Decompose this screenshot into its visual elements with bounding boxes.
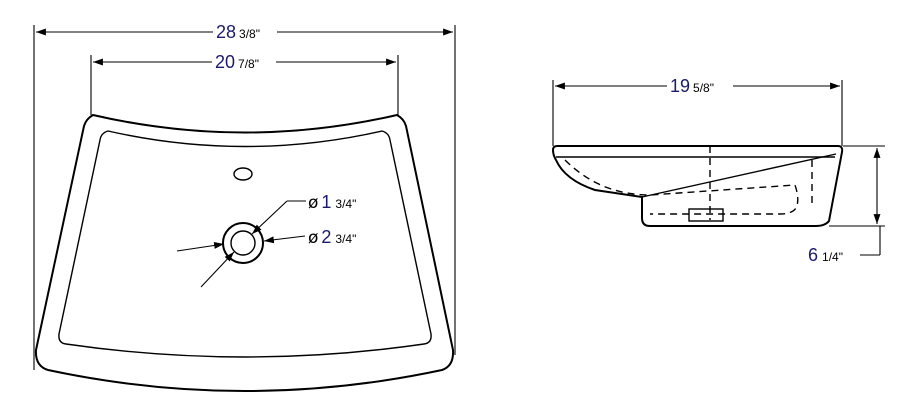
faucet-hole-whole: 1 [321,192,331,212]
depth-fraction: 5/8" [693,81,714,95]
depth-whole: 19 [670,76,690,96]
basin-inner-outline [58,130,432,358]
side-drain-stub [688,208,724,222]
overall-width-fraction: 3/8" [239,27,260,41]
basin-width-whole: 20 [215,52,235,72]
drain-inner-ring [230,230,256,256]
drain-inner-leader-top-diag [251,200,288,235]
svg-text:ø23/4": ø 2 3/4" [308,227,356,248]
drain-hole-whole: 2 [321,227,331,247]
overall-width-label: 28 3/8" [213,20,277,44]
height-label: 6 1/4" [808,245,843,265]
height-whole: 6 [808,245,818,265]
basin-width-label: 20 7/8" [212,50,276,74]
drain-outer-leader-left [176,242,225,252]
basin-width-fraction: 7/8" [238,57,259,71]
sink-outer-outline [34,113,455,392]
depth-label: 19 5/8" [667,74,733,98]
drain-inner-leader-bottom [200,251,235,288]
top-view [33,25,456,392]
drain-outer-leader-right [263,235,306,244]
overall-width-whole: 28 [216,22,236,42]
side-view [551,80,885,256]
svg-text:ø13/4": ø 1 3/4" [308,192,356,213]
side-rim [551,145,844,227]
side-slope [641,153,837,198]
side-hidden-basin [564,159,799,215]
svg-text:61/4": 6 1/4" [808,245,843,265]
drain-diameter-symbol: ø [308,228,318,248]
faucet-hole [233,167,253,181]
faucet-diameter-symbol: ø [308,193,318,213]
height-fraction: 1/4" [822,250,843,264]
drain-hole-fraction: 3/4" [335,232,356,246]
svg-text:207/8": 20 7/8" [215,52,259,72]
drain-hole-label: ø 2 3/4" [308,227,356,248]
svg-text:283/8": 28 3/8" [216,22,260,42]
faucet-hole-fraction: 3/4" [335,197,356,211]
svg-text:195/8": 19 5/8" [670,76,714,96]
faucet-hole-label: ø 1 3/4" [308,192,356,213]
